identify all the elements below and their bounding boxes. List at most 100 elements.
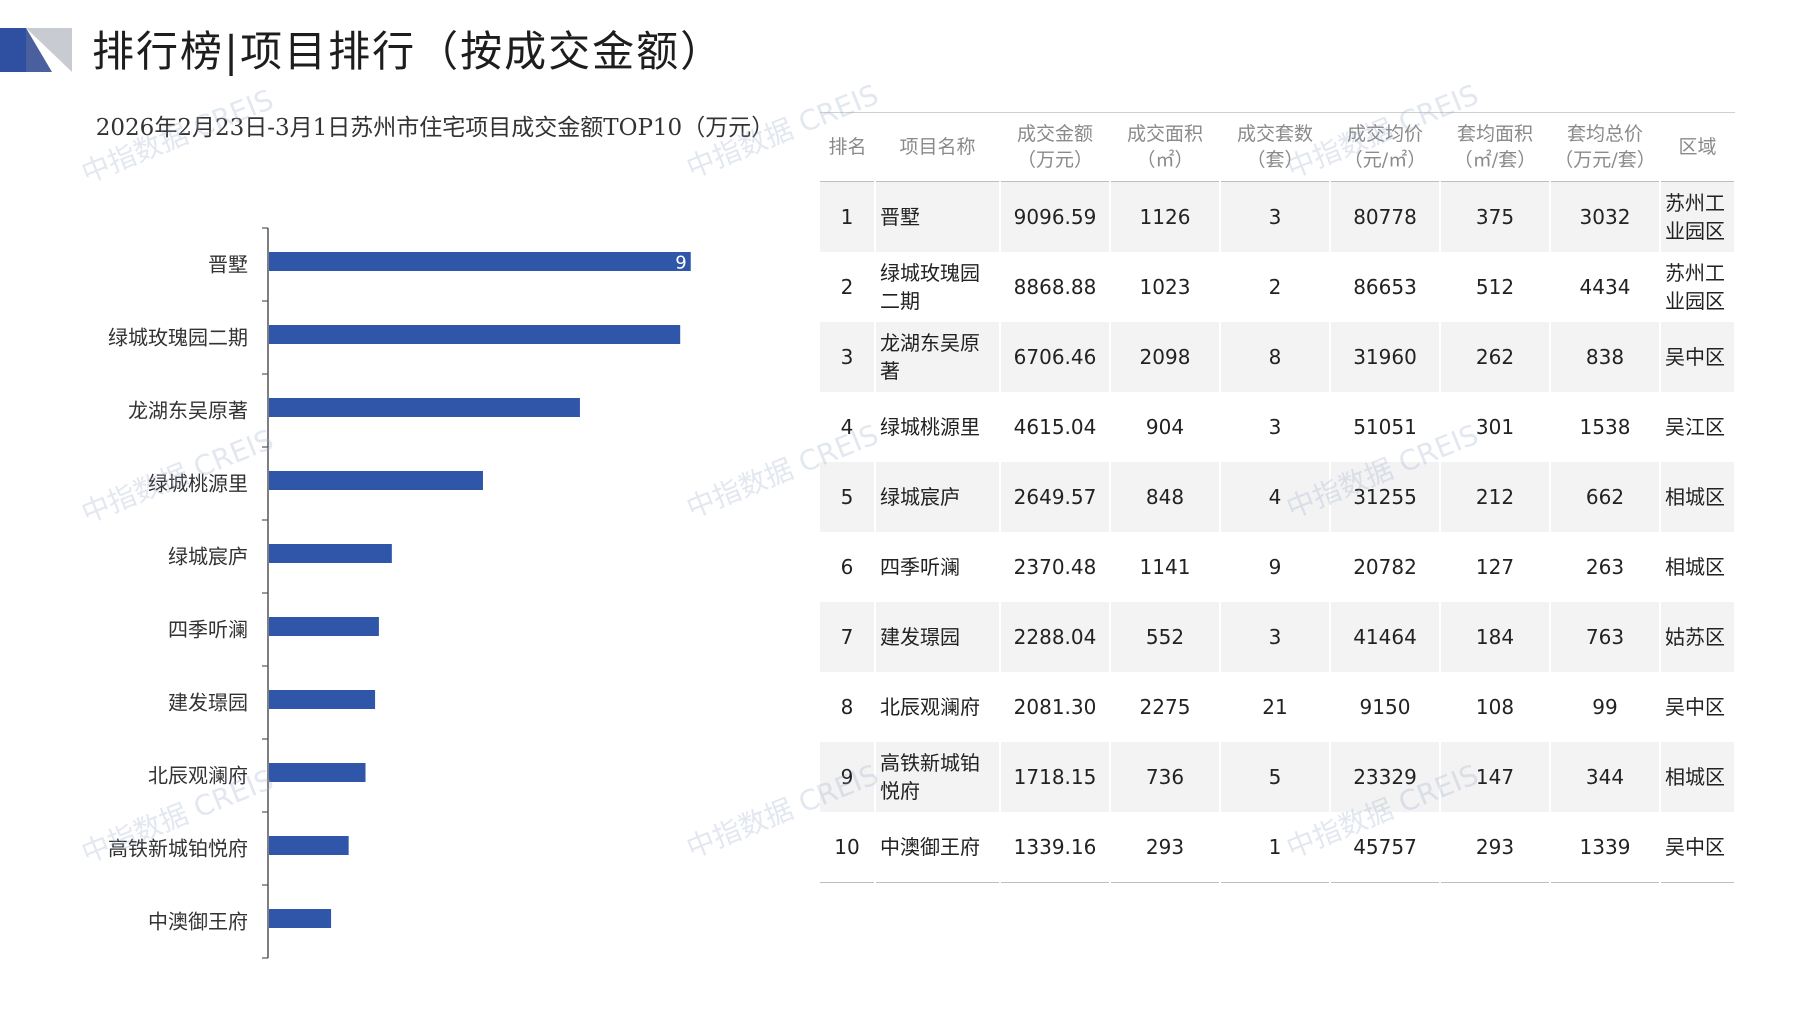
table-cell: 2 [820, 252, 876, 322]
table-cell: 3 [1220, 392, 1331, 462]
table-cell: 147 [1440, 742, 1551, 812]
table-cell: 31255 [1330, 462, 1441, 532]
table-cell: 1 [820, 181, 876, 252]
table-cell: 2 [1220, 252, 1331, 322]
table-row: 2 绿城玫瑰园二期 8868.88 1023 2 86653 512 4434 苏州工业园区 [820, 252, 1736, 322]
table-cell: 736 [1110, 742, 1221, 812]
table-cell: 41464 [1330, 602, 1441, 672]
table-cell: 北辰观澜府 [875, 672, 1001, 742]
column-header: 成交均价 （元/㎡） [1330, 112, 1440, 182]
table-cell: 45757 [1330, 812, 1441, 883]
table-cell: 99 [1550, 672, 1661, 742]
table-cell: 绿城桃源里 [875, 392, 1001, 462]
category-label: 建发璟园 [168, 691, 248, 715]
table-cell: 51051 [1330, 392, 1441, 462]
bar [269, 763, 366, 782]
table-cell: 1718.15 [1000, 742, 1111, 812]
table-cell: 512 [1440, 252, 1551, 322]
table-cell: 2081.30 [1000, 672, 1111, 742]
table-cell: 2370.48 [1000, 532, 1111, 602]
table-cell: 高铁新城铂悦府 [875, 742, 1001, 812]
bar [269, 471, 483, 490]
table-cell: 2275 [1110, 672, 1221, 742]
table-row: 7 建发璟园 2288.04 552 3 41464 184 763 姑苏区 [820, 602, 1736, 672]
table-cell: 212 [1440, 462, 1551, 532]
column-header-text: 套均总价 [1566, 123, 1643, 145]
ranking-table-container: 排名 项目名称 成交金额 （万元） 成交面积 （㎡） 成交套数 （套） 成交均价 （元/㎡） 套均面… [820, 112, 1736, 883]
table-cell: 2288.04 [1000, 602, 1111, 672]
table-cell: 262 [1440, 322, 1551, 392]
column-header-text: 成交均价 [1346, 123, 1423, 145]
column-header-text: （万元） [1016, 149, 1093, 171]
table-cell: 293 [1110, 812, 1221, 883]
table-row: 5 绿城宸庐 2649.57 848 4 31255 212 662 相城区 [820, 462, 1736, 532]
table-cell: 9096.59 [1000, 181, 1111, 252]
table-cell: 3 [1220, 602, 1331, 672]
column-header-text: （㎡） [1136, 149, 1194, 171]
category-label: 四季听澜 [168, 618, 248, 642]
table-cell: 375 [1440, 181, 1551, 252]
column-header-text: （元/㎡） [1343, 149, 1427, 171]
table-cell: 绿城宸庐 [875, 462, 1001, 532]
column-header: 项目名称 [875, 112, 1000, 182]
chart-title: 2026年2月23日-3月1日苏州市住宅项目成交金额TOP10（万元） [95, 115, 775, 141]
bar [269, 909, 332, 928]
category-label: 中澳御王府 [148, 910, 248, 934]
table-cell: 1126 [1110, 181, 1221, 252]
table-cell: 9150 [1330, 672, 1441, 742]
table-cell: 3 [1220, 181, 1331, 252]
table-cell: 姑苏区 [1660, 602, 1736, 672]
table-cell: 662 [1550, 462, 1661, 532]
column-header-text: （套） [1246, 149, 1304, 171]
table-row: 6 四季听澜 2370.48 1141 9 20782 127 263 相城区 [820, 532, 1736, 602]
table-cell: 相城区 [1660, 742, 1736, 812]
category-label: 绿城宸庐 [168, 545, 248, 569]
table-cell: 3 [820, 322, 876, 392]
table-cell: 吴中区 [1660, 322, 1736, 392]
table-cell: 838 [1550, 322, 1661, 392]
column-header-text: 成交套数 [1236, 123, 1313, 145]
table-header-row: 排名 项目名称 成交金额 （万元） 成交面积 （㎡） 成交套数 （套） 成交均价 （元/㎡） 套均面… [820, 112, 1735, 182]
table-cell: 1339 [1550, 812, 1661, 883]
category-label: 绿城玫瑰园二期 [108, 326, 248, 350]
table-cell: 晋墅 [875, 181, 1001, 252]
ranking-table: 排名 项目名称 成交金额 （万元） 成交面积 （㎡） 成交套数 （套） 成交均价 （元/㎡） 套均面… [820, 112, 1736, 883]
table-body: 1 晋墅 9096.59 1126 3 80778 375 3032 苏州工业园区 2 绿城玫瑰园二… [820, 181, 1736, 883]
bar [269, 252, 691, 271]
table-cell: 21 [1220, 672, 1331, 742]
column-header: 成交套数 （套） [1220, 112, 1330, 182]
column-header-text: 项目名称 [899, 136, 976, 158]
table-cell: 80778 [1330, 181, 1441, 252]
table-row: 10 中澳御王府 1339.16 293 1 45757 293 1339 吴中区 [820, 812, 1736, 883]
column-header-text: 成交面积 [1126, 123, 1203, 145]
table-cell: 127 [1440, 532, 1551, 602]
table-cell: 848 [1110, 462, 1221, 532]
bar [269, 617, 379, 636]
page-title: 排行榜|项目排行（按成交金额） [92, 27, 725, 76]
table-cell: 吴中区 [1660, 812, 1736, 883]
bar-chart: 晋墅 9 绿城玫瑰园二期龙湖东吴原著绿城桃源里绿城宸庐四季听澜建发璟园北辰观澜府高铁… [108, 227, 691, 959]
bar [269, 544, 392, 563]
table-cell: 1339.16 [1000, 812, 1111, 883]
table-cell: 8 [820, 672, 876, 742]
table-cell: 8 [1220, 322, 1331, 392]
table-cell: 中澳御王府 [875, 812, 1001, 883]
category-label: 龙湖东吴原著 [128, 399, 248, 423]
column-header: 排名 [820, 112, 875, 182]
table-cell: 31960 [1330, 322, 1441, 392]
column-header-text: 成交金额 [1016, 123, 1093, 145]
table-cell: 184 [1440, 602, 1551, 672]
table-cell: 苏州工业园区 [1660, 181, 1736, 252]
column-header: 成交面积 （㎡） [1110, 112, 1220, 182]
table-cell: 904 [1110, 392, 1221, 462]
table-row: 9 高铁新城铂悦府 1718.15 736 5 23329 147 344 相城区 [820, 742, 1736, 812]
category-label: 高铁新城铂悦府 [108, 837, 248, 861]
table-cell: 5 [820, 462, 876, 532]
column-header-text: 排名 [828, 136, 867, 158]
table-cell: 301 [1440, 392, 1551, 462]
bar [269, 325, 681, 344]
column-header: 区域 [1660, 112, 1735, 182]
table-cell: 5 [1220, 742, 1331, 812]
table-row: 1 晋墅 9096.59 1126 3 80778 375 3032 苏州工业园区 [820, 181, 1736, 252]
table-cell: 9 [1220, 532, 1331, 602]
